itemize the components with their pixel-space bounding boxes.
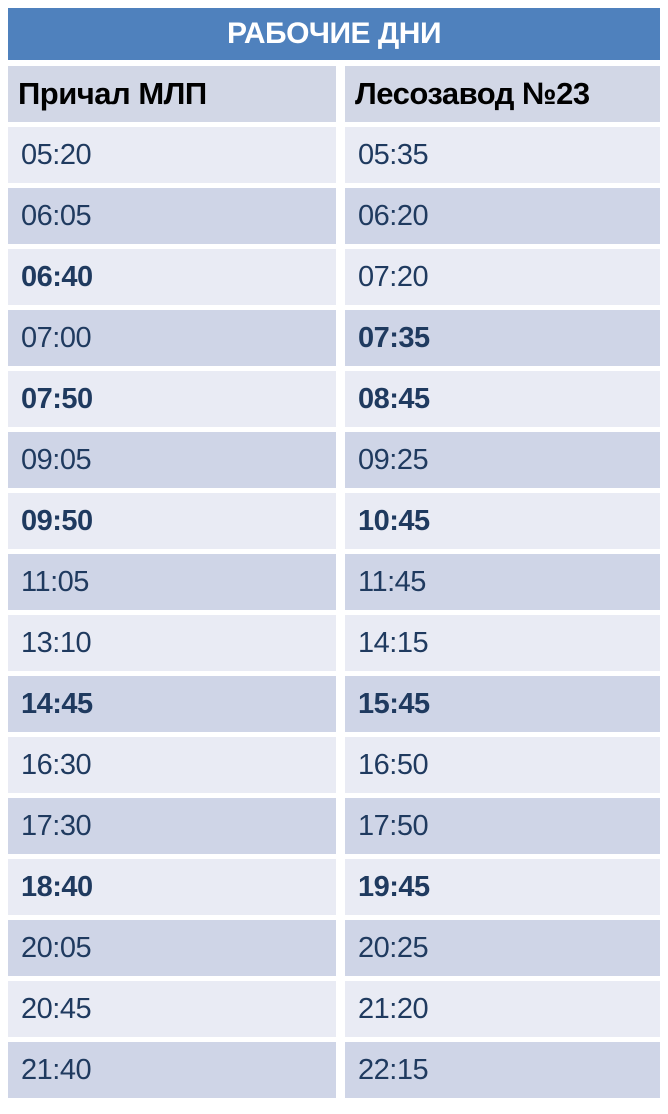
table-row: 21:40 22:15 [8, 1042, 660, 1098]
table-row: 07:00 07:35 [8, 310, 660, 366]
arrival-time-cell: 15:45 [345, 676, 660, 732]
departure-time-cell: 07:00 [8, 310, 336, 366]
column-header-arrival: Лесозавод №23 [345, 66, 660, 122]
arrival-time-cell: 09:25 [345, 432, 660, 488]
table-row: 16:30 16:50 [8, 737, 660, 793]
departure-time-cell: 09:05 [8, 432, 336, 488]
table-row: 06:40 07:20 [8, 249, 660, 305]
departure-time-cell: 07:50 [8, 371, 336, 427]
arrival-time-cell: 05:35 [345, 127, 660, 183]
arrival-time-cell: 06:20 [345, 188, 660, 244]
arrival-time-cell: 20:25 [345, 920, 660, 976]
arrival-time-cell: 17:50 [345, 798, 660, 854]
arrival-time-cell: 10:45 [345, 493, 660, 549]
table-row: 05:20 05:35 [8, 127, 660, 183]
table-row: 11:05 11:45 [8, 554, 660, 610]
departure-time-cell: 13:10 [8, 615, 336, 671]
arrival-time-cell: 19:45 [345, 859, 660, 915]
arrival-time-cell: 14:15 [345, 615, 660, 671]
departure-time-cell: 06:05 [8, 188, 336, 244]
table-row: 09:05 09:25 [8, 432, 660, 488]
departure-time-cell: 09:50 [8, 493, 336, 549]
arrival-time-cell: 11:45 [345, 554, 660, 610]
table-row: 18:40 19:45 [8, 859, 660, 915]
departure-time-cell: 05:20 [8, 127, 336, 183]
timetable-title-bar: РАБОЧИЕ ДНИ [8, 8, 660, 60]
page-title: РАБОЧИЕ ДНИ [226, 17, 442, 50]
departure-time-cell: 21:40 [8, 1042, 336, 1098]
table-row: 13:10 14:15 [8, 615, 660, 671]
arrival-time-cell: 16:50 [345, 737, 660, 793]
column-header-departure: Причал МЛП [8, 66, 336, 122]
departure-time-cell: 20:45 [8, 981, 336, 1037]
timetable-rows: 05:20 05:35 06:05 06:20 06:40 07:20 07:0… [8, 127, 660, 1098]
table-row: 06:05 06:20 [8, 188, 660, 244]
departure-time-cell: 06:40 [8, 249, 336, 305]
departure-time-cell: 18:40 [8, 859, 336, 915]
arrival-time-cell: 21:20 [345, 981, 660, 1037]
table-row: 07:50 08:45 [8, 371, 660, 427]
table-row: 14:45 15:45 [8, 676, 660, 732]
arrival-time-cell: 07:35 [345, 310, 660, 366]
table-row: 09:50 10:45 [8, 493, 660, 549]
departure-time-cell: 16:30 [8, 737, 336, 793]
table-row: 17:30 17:50 [8, 798, 660, 854]
departure-time-cell: 11:05 [8, 554, 336, 610]
departure-time-cell: 14:45 [8, 676, 336, 732]
arrival-time-cell: 22:15 [345, 1042, 660, 1098]
arrival-time-cell: 07:20 [345, 249, 660, 305]
arrival-time-cell: 08:45 [345, 371, 660, 427]
column-header-row: Причал МЛП Лесозавод №23 [8, 66, 660, 122]
table-row: 20:05 20:25 [8, 920, 660, 976]
table-row: 20:45 21:20 [8, 981, 660, 1037]
departure-time-cell: 17:30 [8, 798, 336, 854]
departure-time-cell: 20:05 [8, 920, 336, 976]
